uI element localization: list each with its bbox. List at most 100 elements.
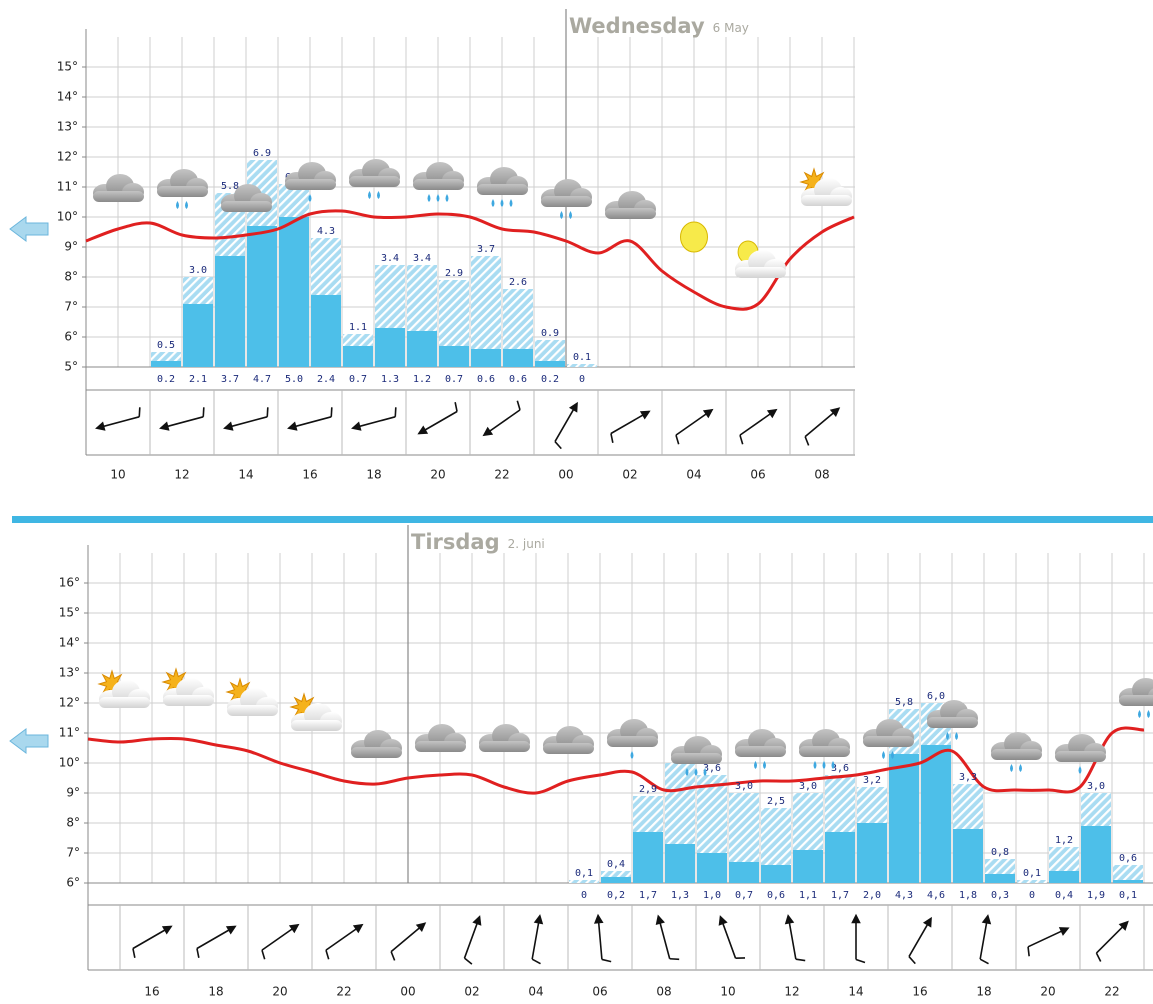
cloud-part (801, 195, 852, 206)
precip-max-label: 3,6 (831, 763, 849, 774)
rain-drop (685, 768, 689, 776)
wind-barb (516, 400, 521, 411)
y-tick-label: 14° (57, 90, 78, 104)
precip-max-label: 3.4 (381, 253, 399, 264)
precip-label: 0,3 (991, 890, 1009, 901)
rain-drop (569, 211, 572, 219)
cloud-icon (349, 159, 400, 187)
rain-drop (630, 751, 634, 759)
precip-max-label: 3,3 (959, 772, 977, 783)
x-tick-label: 02 (622, 468, 637, 482)
x-tick-label: 00 (558, 468, 573, 482)
precip-max-label: 3,6 (703, 763, 721, 774)
wind-head (639, 410, 651, 420)
precip-label: 4.7 (253, 374, 271, 385)
cloud-part (927, 717, 978, 728)
wind-barb (390, 951, 396, 961)
wind-barb (394, 407, 397, 417)
wind-barb (855, 958, 866, 964)
wind-arrow (655, 914, 680, 961)
rain-drop (955, 732, 958, 740)
wind-head (417, 425, 429, 435)
cloud-icon (1119, 678, 1153, 706)
precip-max-label: 2.6 (509, 277, 527, 288)
precip-max-bar (569, 880, 599, 883)
rain-drop (1147, 710, 1150, 718)
precip-max-label: 1,2 (1055, 835, 1073, 846)
rain-drop (831, 761, 835, 769)
precip-max-bar (567, 364, 597, 367)
precip-bar (311, 295, 341, 367)
rain-drop (891, 751, 894, 759)
cloud-icon (93, 174, 144, 202)
x-tick-label: 14 (238, 468, 253, 482)
precip-bar (1081, 826, 1111, 883)
precip-bar (535, 361, 565, 367)
wind-head (351, 421, 362, 431)
wind-barb (330, 407, 333, 417)
wind-arrow (196, 925, 237, 958)
precip-bar (729, 862, 759, 883)
y-tick-label: 6° (64, 330, 78, 344)
rain-drop (703, 768, 707, 776)
cloud-part (1119, 695, 1153, 706)
precip-max-label: 0.9 (541, 328, 559, 339)
precip-bar (375, 328, 405, 367)
x-tick-label: 00 (400, 985, 415, 999)
cloud-part (543, 743, 594, 754)
precip-max-label: 3,0 (799, 781, 817, 792)
y-tick-label: 13° (59, 666, 80, 680)
precip-bar (697, 853, 727, 883)
precip-max-label: 1.1 (349, 322, 367, 333)
y-tick-label: 13° (57, 120, 78, 134)
cloud-part (605, 208, 656, 219)
rain-drop (1010, 764, 1013, 772)
wind-head (161, 925, 173, 935)
wind-head (766, 408, 778, 419)
precip-label: 0.2 (157, 374, 175, 385)
y-tick-label: 12° (59, 696, 80, 710)
wind-head (223, 421, 234, 431)
wind-arrow (325, 923, 364, 960)
wind-head (718, 915, 728, 926)
wind-head (352, 923, 364, 934)
cloud-part (479, 741, 530, 752)
precip-bar (665, 844, 695, 883)
wind-arrow (851, 913, 866, 964)
precip-max-label: 6,0 (927, 691, 945, 702)
wind-barb (669, 957, 680, 961)
cloud-icon (541, 179, 592, 207)
precip-label: 2.4 (317, 374, 335, 385)
cloud-icon (163, 678, 214, 706)
precip-bar (407, 331, 437, 367)
wind-arrow (159, 407, 205, 431)
wind-arrow (739, 408, 778, 445)
y-tick-label: 5° (64, 360, 78, 374)
cloud-part (413, 179, 464, 190)
cloud-icon (285, 162, 336, 190)
x-tick-label: 06 (592, 985, 607, 999)
rain-drop (509, 199, 513, 207)
cloud-part (735, 746, 786, 757)
wind-head (1058, 927, 1070, 936)
precip-label: 1,1 (799, 890, 817, 901)
back-arrow[interactable] (9, 216, 49, 242)
wind-head (287, 421, 298, 431)
x-tick-label: 18 (208, 985, 223, 999)
cloud-part (221, 201, 272, 212)
wind-arrow (675, 408, 714, 445)
back-arrow[interactable] (9, 728, 49, 754)
precip-label: 0.2 (541, 374, 559, 385)
cloud-icon (605, 191, 656, 219)
wind-barb (804, 436, 810, 446)
precip-max-label: 3.0 (189, 265, 207, 276)
x-tick-label: 22 (336, 985, 351, 999)
precip-label: 0,1 (1119, 890, 1137, 901)
wind-barb (531, 958, 541, 965)
cloud-icon (671, 736, 722, 764)
precip-label: 1,9 (1087, 890, 1105, 901)
precip-label: 0.7 (445, 374, 463, 385)
precip-max-label: 0,6 (1119, 853, 1137, 864)
cloud-part (349, 176, 400, 187)
cloud-icon (413, 162, 464, 190)
